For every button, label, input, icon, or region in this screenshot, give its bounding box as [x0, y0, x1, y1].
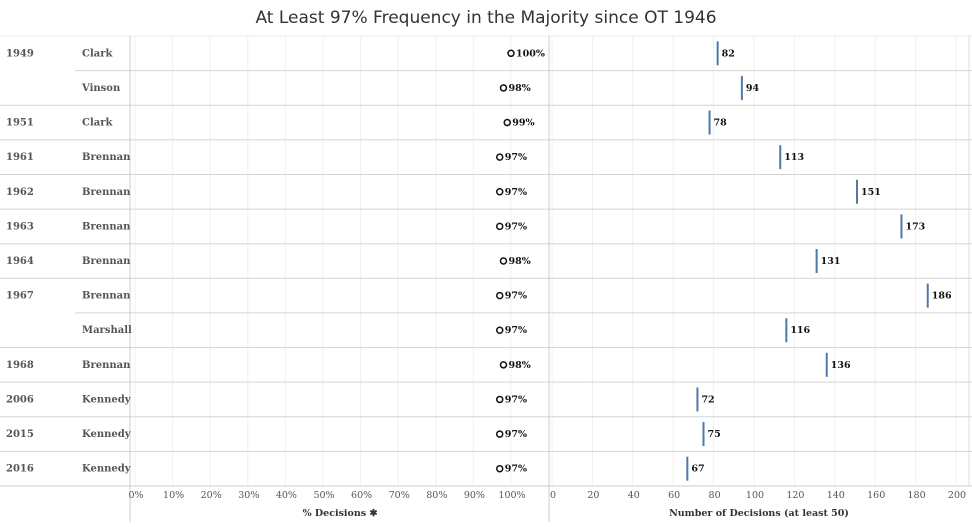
- justice-label: Brennan: [82, 187, 131, 198]
- count-tick: 100: [746, 490, 764, 501]
- pct-label: 97%: [505, 221, 527, 232]
- year-label: 1962: [6, 187, 34, 198]
- count-axis-title: Number of Decisions (at least 50): [669, 508, 849, 519]
- chart-title: At Least 97% Frequency in the Majority s…: [255, 8, 717, 28]
- pct-point: [507, 49, 515, 58]
- pct-label: 100%: [516, 48, 545, 59]
- pct-point: [503, 118, 511, 127]
- count-label: 116: [790, 325, 810, 336]
- year-label: 1951: [6, 118, 34, 129]
- justice-label: Brennan: [82, 291, 131, 302]
- pct-point: [495, 188, 504, 196]
- count-tick: 20: [587, 490, 599, 501]
- justice-label: Kennedy: [82, 394, 132, 405]
- pct-tick: 10%: [163, 490, 184, 501]
- pct-tick: 100%: [498, 490, 525, 501]
- pct-label: 98%: [508, 83, 530, 94]
- justice-label: Marshall: [82, 325, 132, 336]
- pct-label: 97%: [505, 325, 527, 336]
- year-label: 2015: [6, 429, 34, 440]
- pct-tick: 20%: [201, 490, 222, 501]
- count-label: 113: [784, 152, 804, 163]
- pct-label: 97%: [505, 187, 527, 198]
- count-tick: 80: [709, 490, 721, 501]
- pct-point: [499, 84, 508, 92]
- justice-label: Brennan: [82, 221, 131, 232]
- count-label: 131: [821, 256, 841, 267]
- count-label: 67: [691, 464, 704, 475]
- count-tick: 160: [867, 490, 885, 501]
- count-label: 151: [861, 187, 881, 198]
- pct-point: [495, 326, 504, 334]
- year-label: 2006: [6, 394, 34, 405]
- pct-label: 97%: [505, 152, 527, 163]
- year-label: 1963: [6, 221, 34, 232]
- pct-point: [495, 395, 504, 404]
- year-label: 1968: [6, 360, 34, 371]
- count-tick: 0: [550, 490, 556, 501]
- pct-tick: 60%: [351, 490, 372, 501]
- count-tick: 40: [628, 490, 640, 501]
- pct-label: 97%: [505, 394, 527, 405]
- pct-point: [495, 464, 504, 473]
- pct-label: 97%: [505, 464, 527, 475]
- count-tick: 140: [827, 490, 845, 501]
- justice-label: Vinson: [81, 83, 121, 94]
- pct-tick: 30%: [238, 490, 259, 501]
- year-label: 1967: [6, 291, 34, 302]
- pct-tick: 0%: [128, 490, 143, 501]
- pct-axis-title: % Decisions ✱: [303, 508, 379, 519]
- justice-label: Kennedy: [82, 464, 132, 475]
- count-label: 75: [708, 429, 721, 440]
- pct-label: 98%: [508, 360, 530, 371]
- pct-point: [495, 430, 504, 438]
- pct-point: [495, 153, 504, 161]
- count-tick: 200: [948, 490, 966, 501]
- count-label: 94: [746, 83, 760, 94]
- pct-label: 98%: [508, 256, 530, 267]
- justice-label: Brennan: [82, 360, 131, 371]
- pct-tick: 50%: [313, 490, 334, 501]
- count-label: 186: [932, 291, 952, 302]
- pct-point: [495, 291, 504, 300]
- pct-tick: 80%: [426, 490, 447, 501]
- count-tick: 60: [668, 490, 680, 501]
- pct-point: [495, 222, 504, 231]
- count-tick: 120: [786, 490, 804, 501]
- pct-point: [499, 257, 508, 265]
- count-label: 72: [701, 394, 714, 405]
- justice-label: Brennan: [82, 152, 131, 163]
- pct-label: 97%: [505, 291, 527, 302]
- year-label: 2016: [6, 464, 34, 475]
- pct-tick: 40%: [276, 490, 297, 501]
- pct-tick: 90%: [464, 490, 485, 501]
- count-label: 136: [831, 360, 851, 371]
- year-label: 1949: [6, 48, 34, 59]
- year-label: 1961: [6, 152, 34, 163]
- year-label: 1964: [6, 256, 34, 267]
- count-label: 78: [714, 118, 728, 129]
- justice-label: Kennedy: [82, 429, 132, 440]
- count-label: 82: [722, 48, 735, 59]
- count-label: 173: [905, 221, 925, 232]
- justice-label: Clark: [82, 118, 114, 129]
- pct-point: [499, 361, 508, 369]
- justice-label: Clark: [82, 48, 114, 59]
- pct-label: 99%: [512, 118, 534, 129]
- pct-label: 97%: [505, 429, 527, 440]
- pct-tick: 70%: [389, 490, 410, 501]
- count-tick: 180: [908, 490, 926, 501]
- justice-label: Brennan: [82, 256, 131, 267]
